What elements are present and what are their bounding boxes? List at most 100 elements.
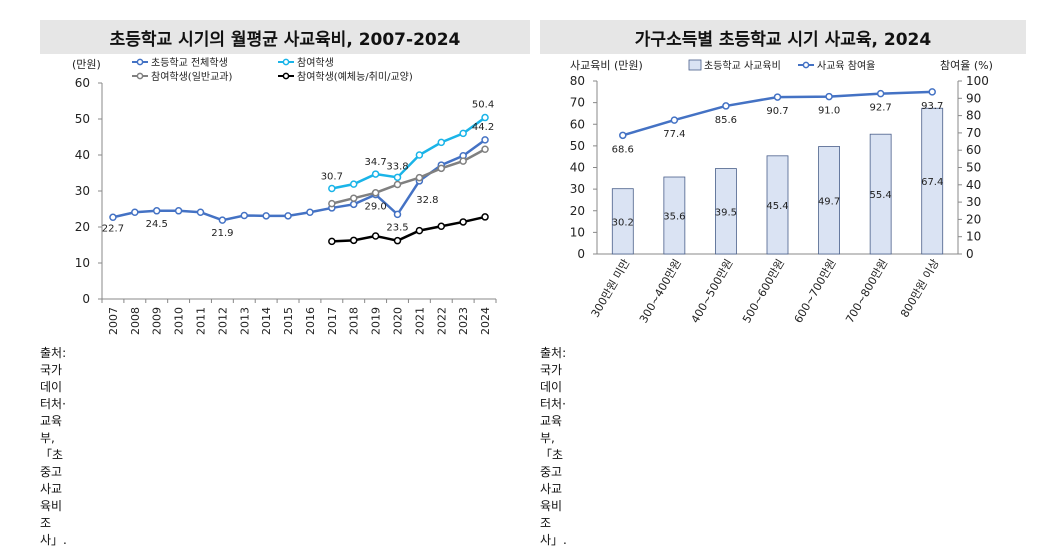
right-rate-point <box>773 93 782 101</box>
left-data-point <box>481 213 489 221</box>
left-data-label: 21.9 <box>211 228 233 239</box>
left-data-point <box>349 200 358 209</box>
left-data-label: 23.5 <box>386 222 408 233</box>
right-legend-line-label: 사교육 참여율 <box>817 60 875 72</box>
left-x-tick-label: 2014 <box>260 307 273 335</box>
right-y2-tick-label: 100 <box>966 74 989 88</box>
right-chart-title: 가구소득별 초등학교 시기 사교육, 2024 <box>540 20 1026 54</box>
right-x-tick-label: 800만원 이상 <box>898 257 942 320</box>
left-data-point <box>109 213 117 222</box>
left-data-point <box>131 208 139 216</box>
left-data-point <box>393 180 402 189</box>
right-bar <box>869 133 892 255</box>
left-series-line <box>331 148 486 205</box>
right-bar-label: 45.4 <box>766 201 788 212</box>
left-data-label: 44.2 <box>472 122 494 133</box>
left-data-point <box>284 212 292 220</box>
right-y-tick-label: 0 <box>577 247 585 261</box>
right-y-tick-label: 40 <box>570 161 585 175</box>
right-x-tick-label: 400~500만원 <box>689 257 736 325</box>
left-x-tick-label: 2020 <box>392 307 405 335</box>
left-data-point <box>371 170 380 178</box>
right-x-tick-label: 700~800만원 <box>843 257 890 325</box>
left-data-point <box>349 180 358 188</box>
right-y-tick-label: 50 <box>570 139 585 153</box>
left-data-point <box>459 218 467 226</box>
right-legend-marker <box>802 61 810 69</box>
right-y-tick-label: 60 <box>570 117 585 131</box>
right-bar <box>818 146 840 255</box>
right-y2-tick-label: 80 <box>966 109 981 123</box>
left-source-note: 출처: 국가데이터처·교육부, 「초중고 사교육비 조사」. <box>40 346 67 547</box>
right-y2-tick-label: 10 <box>966 230 981 244</box>
left-x-tick-label: 2024 <box>479 307 492 335</box>
left-x-tick-label: 2016 <box>304 307 317 335</box>
left-x-tick-label: 2011 <box>195 307 208 335</box>
left-x-tick-label: 2018 <box>348 307 361 335</box>
right-y-axis-label: 사교육비 (만원) <box>570 59 643 72</box>
left-data-point <box>328 199 336 208</box>
right-y-tick-label: 20 <box>570 204 585 218</box>
left-x-tick-label: 2007 <box>107 307 120 335</box>
left-y-axis-label: (만원) <box>72 58 101 71</box>
left-x-tick-label: 2013 <box>238 307 251 335</box>
right-y2-tick-label: 40 <box>966 178 981 192</box>
right-rate-point <box>928 88 936 96</box>
right-legend-bar-label: 초등학교 사교육비 <box>704 60 781 72</box>
left-data-label: 34.7 <box>364 157 386 168</box>
left-data-point <box>371 189 380 197</box>
left-series-line <box>112 138 486 222</box>
left-data-point <box>152 207 161 215</box>
right-bar-label: 55.4 <box>870 190 892 201</box>
left-x-tick-label: 2017 <box>326 307 339 335</box>
right-bar-label: 30.2 <box>612 217 634 228</box>
right-bar-label: 67.4 <box>921 177 943 188</box>
left-data-point <box>328 184 336 193</box>
right-y-tick-label: 10 <box>570 225 585 239</box>
right-bar-label: 35.6 <box>663 212 685 223</box>
right-rate-label: 90.7 <box>766 106 788 117</box>
left-data-label: 30.7 <box>321 171 343 182</box>
left-data-point <box>371 232 380 240</box>
left-data-label: 29.0 <box>364 202 386 213</box>
right-rate-label: 93.7 <box>921 101 943 112</box>
right-bar-line-chart: 사교육비 (만원) 참여율 (%) 0 10 20 30 40 50 60 70 80 0 10 20 30… <box>570 59 993 325</box>
left-data-point <box>459 157 467 165</box>
right-rate-point <box>619 131 627 140</box>
right-rate-label: 92.7 <box>870 103 892 114</box>
left-chart-title: 초등학교 시기의 월평균 사교육비, 2007-2024 <box>40 20 530 54</box>
left-data-label: 22.7 <box>102 223 124 234</box>
right-x-tick-label: 600~700만원 <box>792 257 839 325</box>
right-bar <box>715 168 737 255</box>
left-data-point <box>349 236 358 245</box>
right-y2-tick-label: 60 <box>966 143 981 157</box>
right-x-tick-label: 300~400만원 <box>637 257 684 325</box>
left-data-label: 50.4 <box>472 100 494 111</box>
left-x-tick-label: 2022 <box>435 307 448 335</box>
left-data-point <box>349 194 358 202</box>
left-legend-marker <box>282 72 290 80</box>
left-data-point <box>240 211 249 220</box>
left-legend-marker <box>136 58 144 66</box>
left-data-label: 33.8 <box>386 161 408 172</box>
left-data-point <box>393 236 402 245</box>
left-data-point <box>196 208 205 216</box>
left-data-point <box>262 212 270 220</box>
right-y2-tick-label: 50 <box>966 161 981 175</box>
left-data-point <box>459 129 467 138</box>
right-x-tick-label: 500~600만원 <box>740 257 787 325</box>
left-series-line <box>331 116 486 190</box>
left-data-label: 32.8 <box>416 195 438 206</box>
left-x-tick-label: 2010 <box>173 307 186 335</box>
left-x-tick-label: 2021 <box>413 307 426 335</box>
right-bar <box>921 107 944 255</box>
left-legend-label: 참여학생(일반교과) <box>151 71 233 83</box>
left-y-tick-label: 60 <box>75 76 90 90</box>
right-y2-tick-label: 0 <box>966 247 974 261</box>
left-x-tick-label: 2023 <box>457 307 470 335</box>
left-data-point <box>437 164 446 173</box>
right-bar <box>611 188 634 255</box>
right-bar-label: 49.7 <box>818 196 840 207</box>
left-y-tick-label: 30 <box>75 184 90 198</box>
left-data-point <box>481 145 489 153</box>
